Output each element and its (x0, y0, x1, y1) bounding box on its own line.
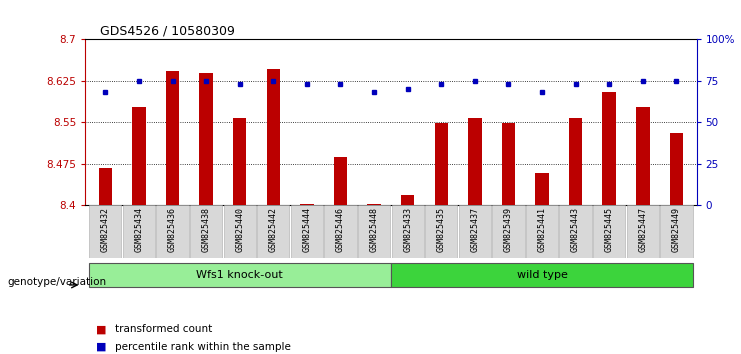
Bar (569, 118, 582, 205)
Bar (636, 107, 650, 205)
Text: GSM825448: GSM825448 (370, 207, 379, 252)
Bar (132, 107, 146, 205)
Text: ■: ■ (96, 324, 107, 334)
Text: GSM825436: GSM825436 (168, 207, 177, 252)
FancyBboxPatch shape (325, 205, 356, 258)
FancyBboxPatch shape (459, 205, 491, 258)
FancyBboxPatch shape (89, 205, 122, 258)
FancyBboxPatch shape (391, 205, 424, 258)
FancyBboxPatch shape (123, 205, 155, 258)
FancyBboxPatch shape (190, 205, 222, 258)
FancyBboxPatch shape (559, 205, 592, 258)
Text: transformed count: transformed count (115, 324, 212, 334)
FancyBboxPatch shape (89, 263, 391, 287)
Text: ■: ■ (96, 342, 107, 352)
FancyBboxPatch shape (660, 205, 693, 258)
FancyBboxPatch shape (627, 205, 659, 258)
Text: GSM825447: GSM825447 (638, 207, 648, 252)
FancyBboxPatch shape (526, 205, 558, 258)
FancyBboxPatch shape (358, 205, 391, 258)
FancyBboxPatch shape (224, 205, 256, 258)
Text: genotype/variation: genotype/variation (7, 277, 107, 287)
FancyBboxPatch shape (492, 205, 525, 258)
Text: GDS4526 / 10580309: GDS4526 / 10580309 (100, 25, 235, 38)
Text: GSM825437: GSM825437 (471, 207, 479, 252)
Bar (368, 204, 381, 205)
Text: GSM825438: GSM825438 (202, 207, 210, 252)
Text: GSM825445: GSM825445 (605, 207, 614, 252)
Bar (602, 92, 616, 205)
Bar (401, 195, 414, 205)
Bar (535, 173, 549, 205)
Text: GSM825434: GSM825434 (134, 207, 144, 252)
Text: percentile rank within the sample: percentile rank within the sample (115, 342, 290, 352)
Bar (333, 157, 348, 205)
FancyBboxPatch shape (593, 205, 625, 258)
Text: GSM825444: GSM825444 (302, 207, 311, 252)
Bar (267, 69, 280, 205)
Bar (434, 123, 448, 205)
Text: GSM825433: GSM825433 (403, 207, 412, 252)
Text: GSM825449: GSM825449 (672, 207, 681, 252)
Text: GSM825441: GSM825441 (537, 207, 547, 252)
Text: GSM825432: GSM825432 (101, 207, 110, 252)
Text: GSM825439: GSM825439 (504, 207, 513, 252)
FancyBboxPatch shape (425, 205, 457, 258)
FancyBboxPatch shape (391, 263, 693, 287)
Bar (300, 204, 313, 205)
FancyBboxPatch shape (257, 205, 290, 258)
Text: GSM825442: GSM825442 (269, 207, 278, 252)
FancyBboxPatch shape (156, 205, 189, 258)
FancyBboxPatch shape (290, 205, 323, 258)
Bar (166, 70, 179, 205)
Bar (233, 118, 247, 205)
Bar (468, 118, 482, 205)
Text: GSM825440: GSM825440 (235, 207, 245, 252)
Text: Wfs1 knock-out: Wfs1 knock-out (196, 270, 283, 280)
Text: GSM825435: GSM825435 (436, 207, 446, 252)
Bar (670, 133, 683, 205)
Text: wild type: wild type (516, 270, 568, 280)
Bar (199, 73, 213, 205)
Text: GSM825446: GSM825446 (336, 207, 345, 252)
Text: GSM825443: GSM825443 (571, 207, 580, 252)
Bar (502, 123, 515, 205)
Bar (99, 167, 112, 205)
